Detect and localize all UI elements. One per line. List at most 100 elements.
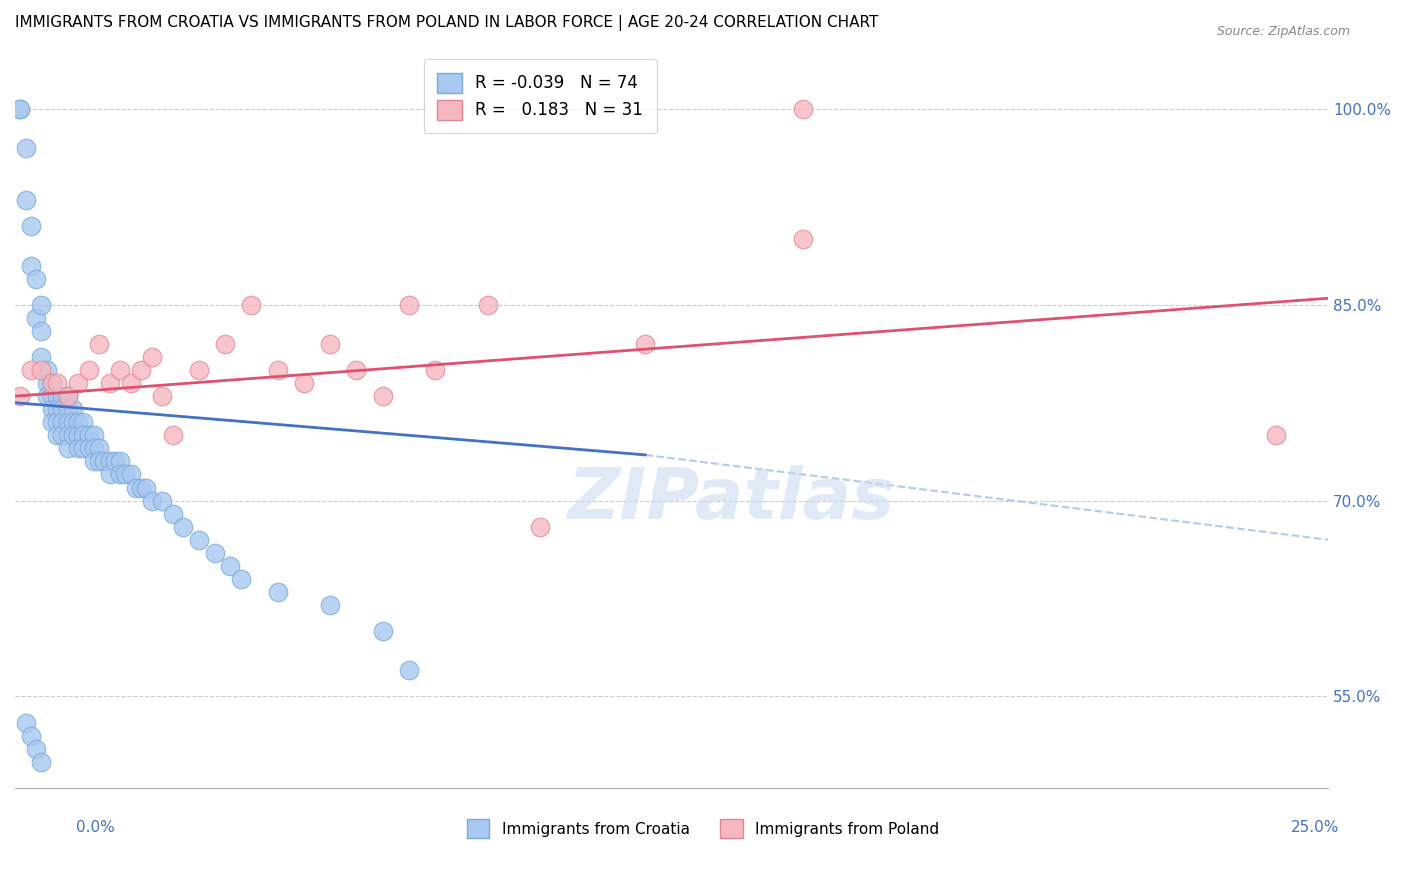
Point	[792, 102, 814, 116]
Point	[30, 363, 52, 377]
Point	[41, 376, 63, 390]
Point	[62, 415, 84, 429]
Point	[114, 467, 136, 482]
Point	[204, 546, 226, 560]
Point	[25, 310, 48, 325]
Point	[266, 585, 288, 599]
Point	[150, 493, 173, 508]
Point	[87, 442, 110, 456]
Text: IMMIGRANTS FROM CROATIA VS IMMIGRANTS FROM POLAND IN LABOR FORCE | AGE 20-24 COR: IMMIGRANTS FROM CROATIA VS IMMIGRANTS FR…	[15, 15, 879, 31]
Text: ZIPatlas: ZIPatlas	[568, 465, 894, 534]
Point	[87, 454, 110, 468]
Point	[30, 350, 52, 364]
Point	[66, 376, 89, 390]
Point	[425, 363, 447, 377]
Point	[398, 663, 420, 677]
Point	[162, 428, 184, 442]
Point	[240, 298, 263, 312]
Point	[219, 558, 242, 573]
Point	[120, 376, 142, 390]
Text: Source: ZipAtlas.com: Source: ZipAtlas.com	[1216, 25, 1350, 38]
Point	[162, 507, 184, 521]
Point	[72, 428, 94, 442]
Point	[30, 298, 52, 312]
Point	[41, 376, 63, 390]
Point	[77, 442, 100, 456]
Point	[344, 363, 367, 377]
Point	[77, 428, 100, 442]
Point	[51, 389, 73, 403]
Point	[129, 481, 152, 495]
Point	[8, 102, 31, 116]
Point	[41, 389, 63, 403]
Point	[398, 298, 420, 312]
Point	[141, 493, 163, 508]
Text: 0.0%: 0.0%	[76, 821, 115, 835]
Point	[150, 389, 173, 403]
Point	[1264, 428, 1286, 442]
Point	[25, 741, 48, 756]
Point	[20, 363, 42, 377]
Point	[477, 298, 499, 312]
Point	[77, 363, 100, 377]
Point	[46, 376, 69, 390]
Point	[62, 428, 84, 442]
Point	[319, 337, 342, 351]
Point	[56, 428, 79, 442]
Point	[72, 415, 94, 429]
Point	[51, 415, 73, 429]
Point	[83, 454, 105, 468]
Point	[35, 376, 58, 390]
Point	[214, 337, 236, 351]
Point	[35, 389, 58, 403]
Point	[108, 363, 131, 377]
Point	[25, 271, 48, 285]
Point	[46, 402, 69, 417]
Point	[98, 467, 121, 482]
Point	[83, 428, 105, 442]
Point	[529, 519, 551, 533]
Point	[319, 598, 342, 612]
Point	[56, 415, 79, 429]
Point	[72, 442, 94, 456]
Point	[87, 337, 110, 351]
Point	[172, 519, 194, 533]
Point	[41, 402, 63, 417]
Point	[98, 376, 121, 390]
Point	[120, 467, 142, 482]
Point	[135, 481, 157, 495]
Point	[98, 454, 121, 468]
Point	[41, 415, 63, 429]
Point	[30, 755, 52, 769]
Point	[14, 194, 37, 208]
Point	[66, 428, 89, 442]
Point	[8, 102, 31, 116]
Point	[108, 467, 131, 482]
Text: 25.0%: 25.0%	[1291, 821, 1339, 835]
Point	[125, 481, 148, 495]
Point	[371, 624, 394, 639]
Point	[66, 415, 89, 429]
Point	[51, 428, 73, 442]
Point	[229, 572, 252, 586]
Point	[371, 389, 394, 403]
Point	[20, 729, 42, 743]
Point	[20, 259, 42, 273]
Point	[141, 350, 163, 364]
Point	[266, 363, 288, 377]
Point	[46, 415, 69, 429]
Point	[187, 363, 209, 377]
Point	[20, 219, 42, 234]
Point	[56, 402, 79, 417]
Point	[66, 442, 89, 456]
Legend: R = -0.039   N = 74, R =   0.183   N = 31: R = -0.039 N = 74, R = 0.183 N = 31	[423, 60, 657, 134]
Point	[51, 402, 73, 417]
Point	[30, 324, 52, 338]
Point	[634, 337, 657, 351]
Point	[129, 363, 152, 377]
Point	[14, 141, 37, 155]
Point	[35, 363, 58, 377]
Legend: Immigrants from Croatia, Immigrants from Poland: Immigrants from Croatia, Immigrants from…	[460, 814, 946, 844]
Point	[108, 454, 131, 468]
Point	[104, 454, 127, 468]
